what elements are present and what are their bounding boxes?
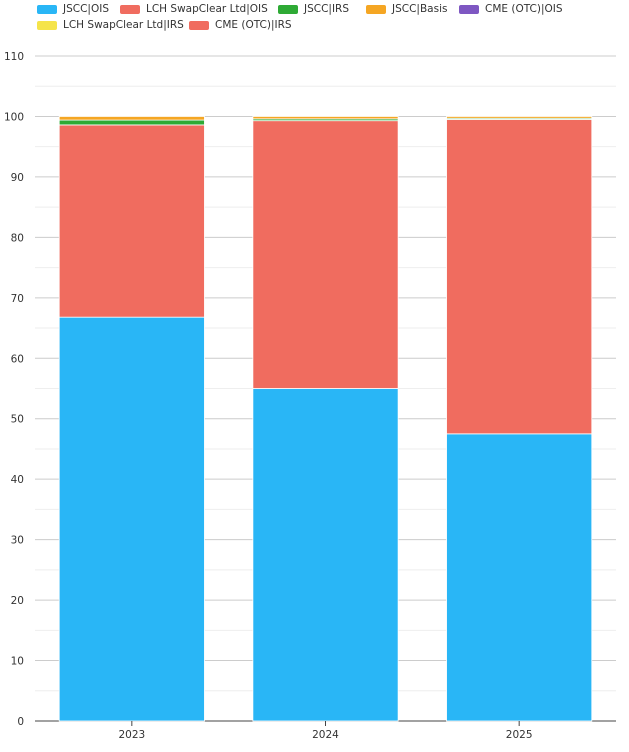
y-tick-label: 100 [4,111,24,123]
y-tick-label: 70 [11,293,24,305]
y-tick-label: 10 [11,656,24,668]
legend-label: JSCC|OIS [63,3,109,15]
bar-segment[interactable] [58,119,205,126]
legend-item-lch-irs[interactable]: LCH SwapClear Ltd|IRS [37,19,184,31]
bar-segment[interactable] [252,120,399,389]
legend-item-lch-ois[interactable]: LCH SwapClear Ltd|OIS [120,3,268,15]
legend-item-jscc-ois[interactable]: JSCC|OIS [37,3,109,15]
legend-swatch [37,4,57,14]
legend-item-cme-irs[interactable]: CME (OTC)|IRS [189,19,292,31]
legend: JSCC|OIS LCH SwapClear Ltd|OIS JSCC|IRS … [0,0,629,36]
bar-segment[interactable] [446,116,593,119]
x-axis: 2023 2024 2025 [118,721,533,741]
bar-segment[interactable] [58,116,205,121]
x-tick-label: 2024 [312,729,339,741]
y-tick-label: 0 [17,716,24,728]
legend-label: LCH SwapClear Ltd|OIS [146,3,268,15]
y-tick-label: 30 [11,535,24,547]
legend-item-jscc-basis[interactable]: JSCC|Basis [366,3,447,15]
y-tick-label: 50 [11,414,24,426]
legend-swatch [37,20,57,30]
y-tick-label: 90 [11,172,24,184]
x-tick-label: 2023 [118,729,145,741]
legend-swatch [366,4,386,14]
y-tick-label: 110 [4,51,24,63]
legend-label: JSCC|Basis [392,3,448,15]
y-tick-label: 60 [11,353,24,365]
bar-segment[interactable] [252,388,399,722]
legend-label: JSCC|IRS [304,3,350,15]
y-tick-label: 80 [11,232,24,244]
bar-segment[interactable] [58,316,205,722]
bar-segment[interactable] [446,433,593,722]
bar-segment[interactable] [446,119,593,435]
y-tick-label: 40 [11,474,24,486]
legend-label: CME (OTC)|IRS [215,19,292,31]
legend-swatch [278,4,298,14]
legend-swatch [189,20,209,30]
legend-item-cme-ois[interactable]: CME (OTC)|OIS [459,3,563,15]
bar-segment[interactable] [58,124,205,318]
y-axis: 0 10 20 30 40 50 60 70 80 90 100 110 [4,51,24,728]
bars [58,116,593,722]
legend-label: CME (OTC)|OIS [485,3,563,15]
legend-label: LCH SwapClear Ltd|IRS [63,19,184,31]
x-tick-label: 2025 [506,729,533,741]
y-tick-label: 20 [11,595,24,607]
legend-swatch [120,4,140,14]
legend-swatch [459,4,479,14]
legend-item-jscc-irs[interactable]: JSCC|IRS [278,3,349,15]
bar-segment[interactable] [252,116,399,120]
